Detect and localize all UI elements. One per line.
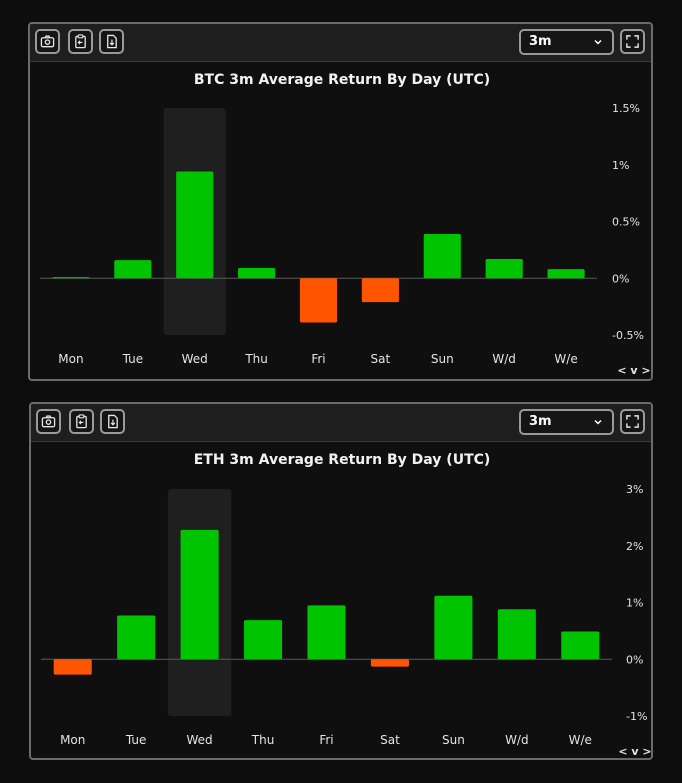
chevron-down-icon	[594, 419, 602, 425]
x-tick-label: W/e	[569, 733, 592, 747]
x-tick-label: W/e	[554, 352, 577, 366]
bar-mon[interactable]	[53, 659, 92, 675]
bar-we[interactable]	[547, 269, 585, 279]
eth-chart-panel: 3m ETH 3m Average Return By Day (UTC) Mon…	[29, 402, 653, 760]
x-tick-label: Mon	[60, 733, 85, 747]
x-tick-label: Fri	[311, 352, 325, 366]
bar-thu[interactable]	[244, 620, 283, 660]
x-tick-label: Wed	[182, 352, 208, 366]
fullscreen-icon	[626, 35, 639, 48]
fullscreen-icon	[626, 415, 639, 428]
chart-title: BTC 3m Average Return By Day (UTC)	[194, 72, 490, 88]
file-download-icon	[107, 34, 117, 49]
x-tick-label: W/d	[492, 352, 516, 366]
fullscreen-button[interactable]	[620, 409, 645, 434]
chart-title: ETH 3m Average Return By Day (UTC)	[194, 452, 491, 468]
x-tick-label: Sun	[431, 352, 454, 366]
x-tick-label: Sat	[380, 733, 400, 747]
chart-toolbar: 3m	[30, 24, 651, 62]
file-download-icon	[108, 414, 118, 429]
y-tick-label: 0%	[612, 272, 629, 285]
chart-nav-control[interactable]: < v >	[618, 745, 651, 758]
period-select-value: 3m	[529, 414, 552, 429]
x-tick-label: Thu	[244, 352, 268, 366]
clipboard-icon	[75, 34, 86, 49]
period-select[interactable]: 3m	[519, 29, 614, 55]
x-tick-label: Fri	[319, 733, 333, 747]
bar-sun[interactable]	[434, 595, 473, 660]
btc-chart-panel: 3m BTC 3m Average Return By Day (UTC) Mon…	[28, 22, 653, 381]
download-button[interactable]	[100, 409, 125, 434]
bar-fri[interactable]	[299, 278, 338, 323]
bar-mon[interactable]	[52, 277, 90, 279]
screenshot-button[interactable]	[35, 29, 60, 54]
camera-icon	[41, 415, 56, 428]
copy-clipboard-button[interactable]	[69, 409, 94, 434]
download-button[interactable]	[99, 29, 124, 54]
x-tick-label: Wed	[187, 733, 213, 747]
chart-nav-control[interactable]: < v >	[617, 364, 650, 377]
bar-we[interactable]	[561, 631, 600, 660]
y-tick-label: -0.5%	[612, 329, 644, 342]
bar-wd[interactable]	[485, 258, 523, 279]
bar-wd[interactable]	[497, 609, 536, 660]
y-tick-label: 0.5%	[612, 216, 640, 229]
clipboard-icon	[76, 414, 87, 429]
period-select[interactable]: 3m	[519, 409, 614, 435]
bar-wed[interactable]	[176, 171, 214, 279]
x-tick-label: Sun	[442, 733, 465, 747]
x-tick-label: W/d	[505, 733, 529, 747]
y-tick-label: 2%	[626, 540, 643, 553]
bar-wed[interactable]	[180, 529, 219, 660]
x-tick-label: Tue	[125, 733, 146, 747]
copy-clipboard-button[interactable]	[68, 29, 93, 54]
bar-sun[interactable]	[423, 233, 461, 279]
x-tick-label: Sat	[371, 352, 391, 366]
camera-icon	[40, 35, 55, 48]
bar-sat[interactable]	[361, 278, 399, 303]
bar-tue[interactable]	[114, 260, 152, 279]
y-tick-label: 1%	[626, 597, 643, 610]
bar-tue[interactable]	[117, 615, 156, 660]
bar-sat[interactable]	[370, 659, 409, 667]
y-tick-label: 3%	[626, 483, 643, 496]
btc-bar-chart: BTC 3m Average Return By Day (UTC) Mon Tue…	[40, 72, 651, 377]
period-select-value: 3m	[529, 34, 552, 49]
x-tick-label: Thu	[251, 733, 275, 747]
x-tick-label: Tue	[122, 352, 144, 366]
chevron-down-icon	[594, 39, 602, 45]
bar-thu[interactable]	[238, 268, 276, 279]
y-tick-label: -1%	[626, 710, 647, 723]
y-tick-label: 1%	[612, 159, 629, 172]
chart-toolbar: 3m	[31, 404, 651, 442]
bar-fri[interactable]	[307, 605, 346, 660]
y-tick-label: 1.5%	[612, 102, 640, 115]
x-tick-label: Mon	[58, 352, 83, 366]
fullscreen-button[interactable]	[620, 29, 645, 54]
eth-bar-chart: ETH 3m Average Return By Day (UTC) Mon Tue…	[41, 452, 651, 758]
screenshot-button[interactable]	[36, 409, 61, 434]
y-tick-label: 0%	[626, 653, 643, 666]
